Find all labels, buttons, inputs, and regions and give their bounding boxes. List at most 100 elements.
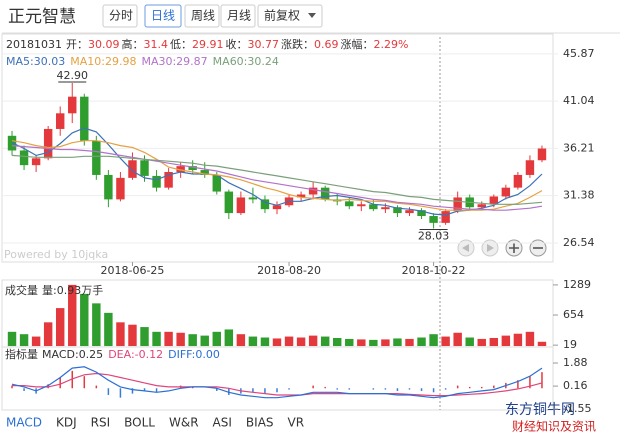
volume-bar	[164, 331, 173, 347]
info-value: 30.09	[88, 38, 120, 51]
y-tick-label: 41.04	[563, 94, 595, 107]
macd-line	[11, 366, 543, 399]
zoom-in-icon	[509, 243, 519, 253]
tab-button[interactable]	[257, 4, 323, 28]
y-tick-label: 1.88	[563, 356, 588, 369]
volume-bar	[19, 334, 29, 347]
volume-bar	[429, 334, 438, 347]
volume-bar	[489, 337, 499, 347]
candle-body	[31, 158, 41, 166]
candle-body	[393, 207, 402, 214]
volume-bar	[417, 337, 426, 347]
candle-body	[381, 207, 390, 210]
candle-body	[248, 197, 258, 200]
volume-bar	[513, 333, 523, 347]
info-label: 低：	[170, 38, 192, 51]
indicator-tab[interactable]: W&R	[169, 416, 199, 430]
candle-body	[405, 210, 414, 214]
volume-bar	[357, 339, 366, 347]
legend-value: 30.24	[247, 55, 279, 68]
candle-body	[224, 191, 234, 214]
tab-button[interactable]	[144, 4, 182, 28]
info-value: 29.91	[192, 38, 224, 51]
tab-button[interactable]	[220, 4, 256, 28]
candle-body	[320, 187, 330, 200]
legend-value: 30.03	[34, 55, 66, 68]
volume-bar	[441, 336, 450, 347]
candle-body	[68, 96, 77, 114]
candle-body	[501, 187, 511, 197]
volume-bar	[80, 293, 89, 347]
tab-button[interactable]	[184, 4, 220, 28]
macd-panel	[1, 346, 554, 411]
volume-bar	[405, 338, 414, 347]
info-value: 0.69	[314, 38, 339, 51]
tab-button-label: 前复权	[264, 8, 300, 23]
candle-body	[200, 170, 209, 175]
macd-legend-name: MACD:	[42, 348, 79, 361]
candle-body	[489, 196, 499, 205]
y-tick-label: -1.55	[563, 402, 591, 415]
candle-body	[152, 175, 161, 188]
candle-body	[357, 204, 366, 207]
info-label: 涨跌：	[281, 37, 314, 51]
macd-legend-name: DIFF:	[168, 348, 195, 361]
nav-right-icon	[487, 244, 494, 252]
candle-body	[188, 166, 197, 171]
volume-bar	[200, 335, 209, 347]
indicator-tab[interactable]: ASI	[213, 416, 232, 430]
volume-bar	[477, 338, 486, 347]
legend-name: MA5:	[6, 55, 34, 68]
candle-body	[128, 160, 137, 178]
indicator-tab[interactable]: BOLL	[124, 416, 155, 430]
nav-buttons	[457, 239, 547, 257]
macd-legend-value: -0.12	[135, 348, 163, 361]
tab-button-label: 周线	[191, 9, 215, 23]
candle-body	[80, 96, 89, 141]
y-tick-label: 1289	[563, 278, 591, 291]
volume-bar	[393, 338, 402, 347]
volume-bar	[236, 334, 246, 347]
y-tick-label: 36.21	[563, 141, 595, 154]
volume-bar	[501, 335, 511, 347]
candle-body	[236, 197, 246, 214]
tab-button-label: 日线	[151, 9, 175, 23]
y-tick-label: 654	[563, 308, 584, 321]
volume-bar	[525, 331, 535, 347]
candle-body	[477, 204, 486, 208]
volume-bar	[7, 331, 17, 347]
info-label: 涨幅：	[341, 38, 374, 51]
legend-value: 29.87	[176, 55, 208, 68]
macd-legend-value: 0.25	[79, 348, 104, 361]
volume-bar	[308, 335, 318, 347]
volume-bar	[31, 336, 41, 347]
volume-bar	[128, 324, 137, 347]
candle-body	[260, 199, 270, 210]
candle-body	[537, 148, 547, 161]
candle-body	[104, 174, 113, 200]
volume-bar	[537, 341, 547, 347]
volume-bar	[104, 312, 113, 347]
volume-bar	[284, 336, 294, 347]
candle-body	[525, 160, 535, 175]
volume-bar	[453, 332, 462, 347]
candle-body	[116, 177, 125, 200]
ma-line	[11, 154, 543, 205]
info-label: 高：	[122, 37, 144, 51]
indicator-tab[interactable]: RSI	[91, 416, 111, 430]
legend-name: MA10:	[70, 55, 105, 68]
indicator-tab[interactable]: VR	[288, 416, 305, 430]
ma-line	[11, 140, 543, 211]
indicator-tab[interactable]: BIAS	[246, 416, 274, 430]
ma-line	[11, 127, 543, 216]
volume-bar	[381, 339, 390, 347]
legend-name: MA30:	[141, 55, 176, 68]
volume-bar	[152, 331, 161, 347]
y-tick-label: 45.87	[563, 47, 595, 60]
indicator-tab[interactable]: KDJ	[56, 416, 77, 430]
x-tick-label: 2018-08-20	[257, 264, 321, 277]
legend-value: 29.98	[105, 55, 137, 68]
tab-button[interactable]	[102, 4, 138, 28]
indicator-tab[interactable]: MACD	[6, 416, 42, 430]
